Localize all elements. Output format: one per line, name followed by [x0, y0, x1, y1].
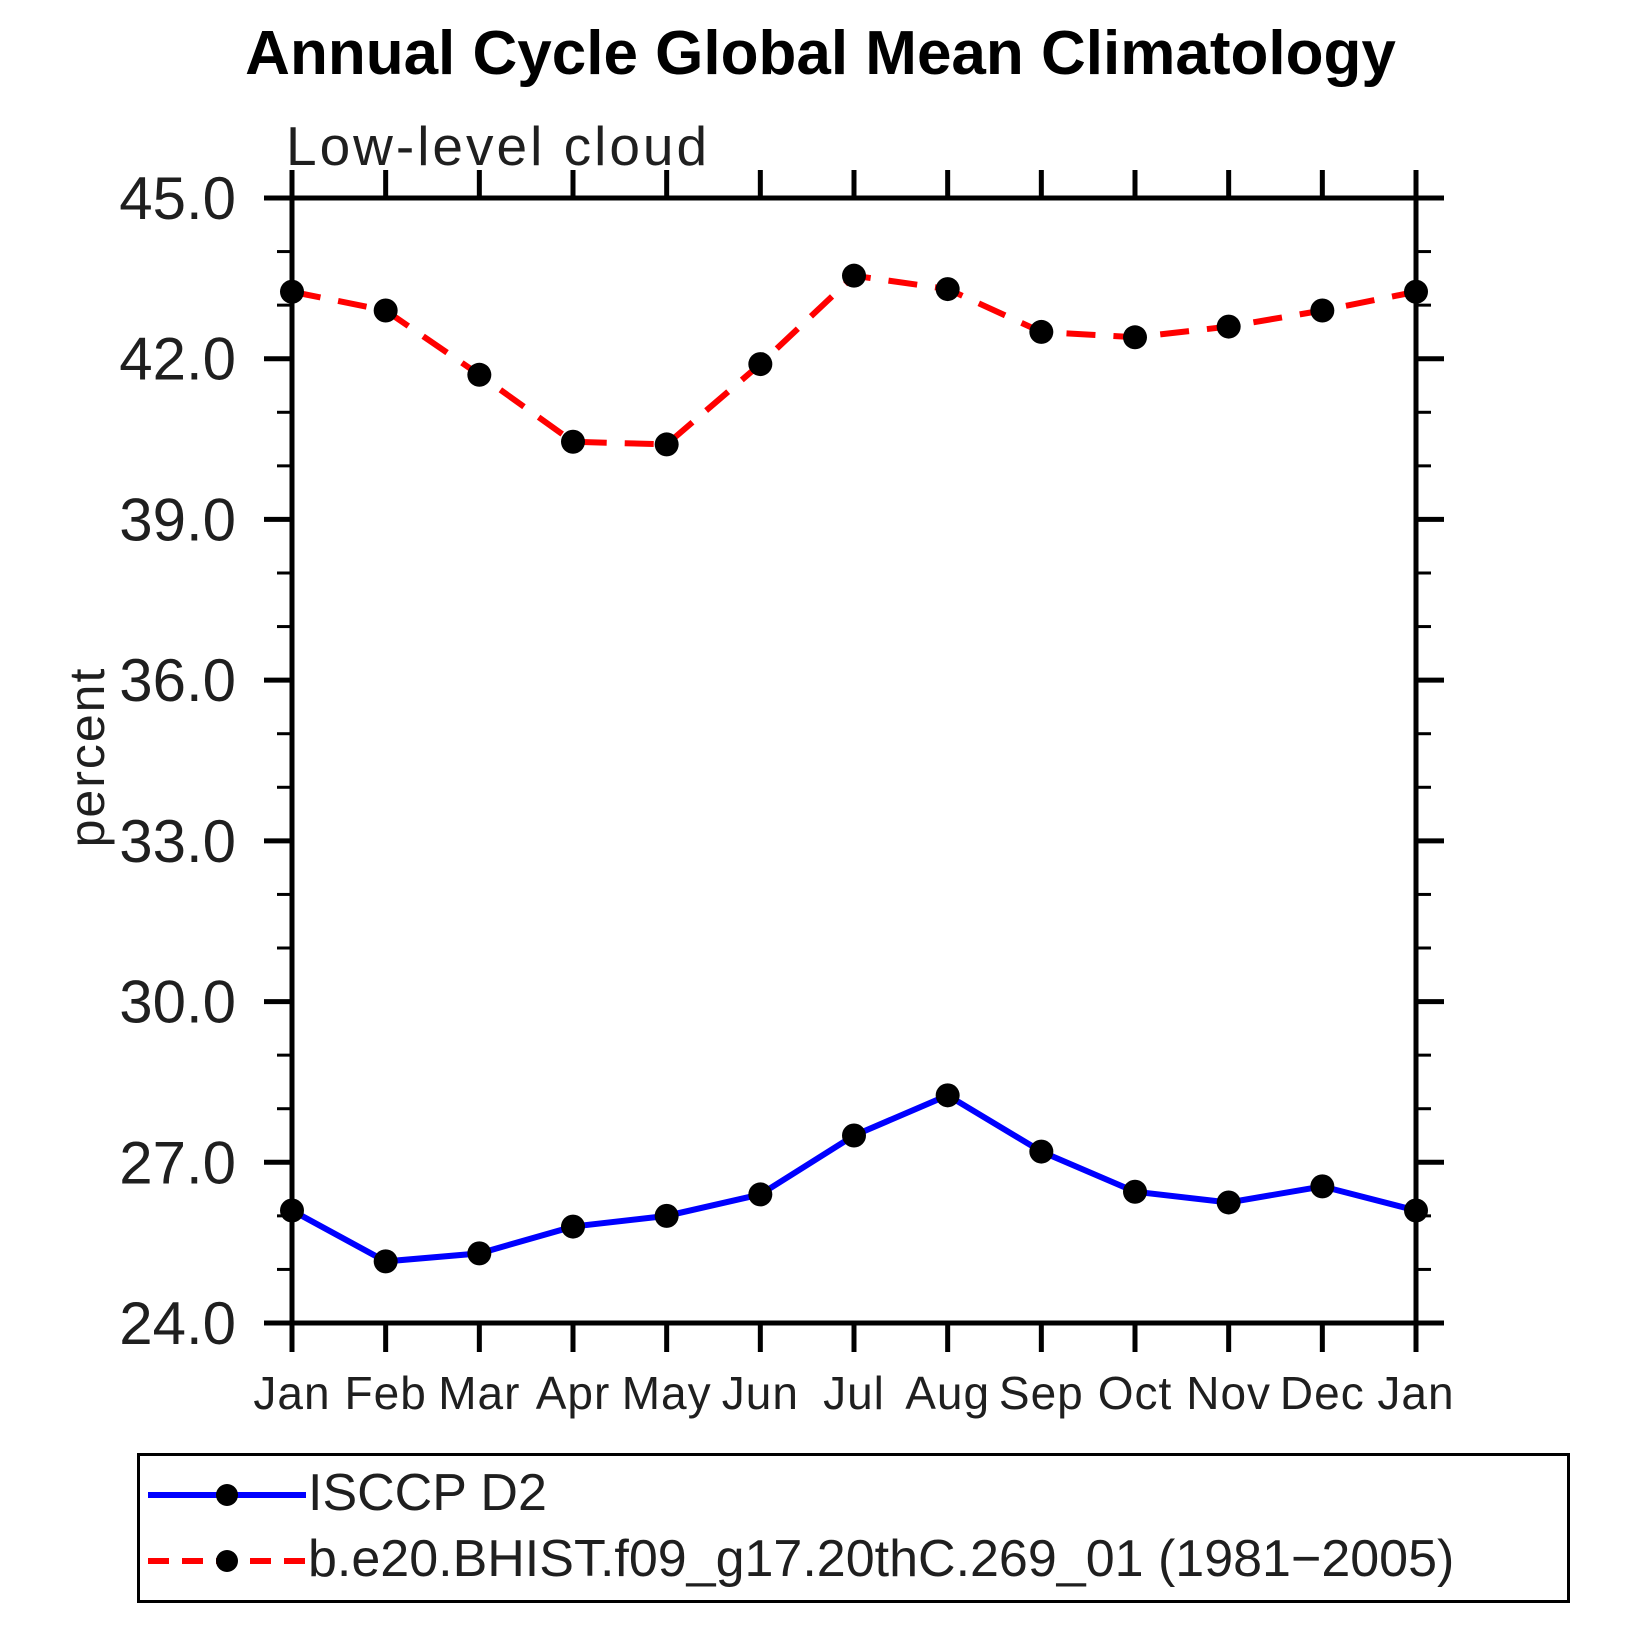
legend-line-sample-dashed	[148, 1550, 306, 1572]
y-tick-label: 33.0	[119, 808, 236, 875]
legend-marker-dot-icon	[216, 1550, 238, 1572]
y-tick-label: 42.0	[119, 326, 236, 393]
data-point-marker	[1310, 298, 1335, 323]
x-tick-label: Jul	[823, 1367, 885, 1419]
data-point-marker	[1123, 1179, 1147, 1204]
data-point-marker	[1216, 1190, 1241, 1215]
y-tick-label: 24.0	[119, 1290, 236, 1357]
series-line	[291, 272, 1417, 448]
legend-marker-dot-icon	[216, 1484, 238, 1506]
data-point-marker	[1029, 1139, 1054, 1164]
data-point-marker	[654, 432, 679, 457]
x-tick-label: Sep	[999, 1367, 1084, 1419]
legend-item-isccp-d2: ISCCP D2	[146, 1464, 1567, 1522]
x-tick-labels: Jan Feb Mar Apr May Jun Jul Aug Sep Oct Nov Dec Jan	[253, 1367, 1454, 1419]
data-point-marker	[842, 263, 866, 288]
series-isccp-d2	[280, 1083, 1428, 1274]
legend-item-model: b.e20.BHIST.f09_g17.20thC.269_01 (1981−2…	[146, 1530, 1567, 1588]
x-tick-label: Nov	[1186, 1367, 1271, 1419]
y-tick-label: 30.0	[119, 969, 236, 1036]
data-point-marker	[842, 1123, 866, 1148]
data-point-marker	[1404, 279, 1428, 304]
data-point-marker	[654, 1203, 679, 1228]
y-tick-labels: 45.0 42.0 39.0 36.0 33.0 30.0 27.0 24.0	[119, 165, 236, 1357]
x-tick-label: Jan	[253, 1367, 330, 1419]
data-point-marker	[1404, 1198, 1428, 1223]
data-point-marker	[373, 1249, 398, 1274]
data-point-marker	[1029, 319, 1054, 344]
data-point-marker	[280, 279, 304, 304]
x-tick-label: Apr	[536, 1367, 611, 1419]
data-point-marker	[561, 1214, 585, 1239]
data-point-marker	[280, 1198, 304, 1223]
data-point-marker	[561, 429, 585, 454]
y-tick-label: 36.0	[119, 647, 236, 714]
data-point-marker	[1123, 325, 1147, 350]
data-point-marker	[1216, 314, 1241, 339]
legend: ISCCP D2 b.e20.BHIST.f09_g17.20thC.269_0…	[137, 1453, 1570, 1603]
y-tick-label: 39.0	[119, 486, 236, 553]
chart-title: Annual Cycle Global Mean Climatology	[245, 19, 1396, 88]
data-point-marker	[748, 352, 773, 377]
x-tick-label: May	[622, 1367, 712, 1419]
data-point-marker	[373, 298, 398, 323]
y-tick-label: 27.0	[119, 1129, 236, 1196]
data-point-marker	[748, 1182, 773, 1207]
data-point-marker	[1310, 1174, 1335, 1199]
data-point-marker	[467, 1241, 492, 1266]
legend-line-sample-solid	[148, 1484, 306, 1506]
data-point-marker	[467, 362, 492, 387]
chart-subtitle: Low-level cloud	[286, 115, 711, 177]
x-tick-label: Jan	[1377, 1367, 1454, 1419]
legend-label-model: b.e20.BHIST.f09_g17.20thC.269_01 (1981−2…	[308, 1530, 1455, 1588]
x-tick-label: Jun	[722, 1367, 799, 1419]
data-point-marker	[935, 1083, 960, 1108]
y-tick-label: 45.0	[119, 165, 236, 232]
series-line	[290, 1091, 1417, 1265]
series-model	[280, 263, 1428, 457]
x-tick-label: Dec	[1280, 1367, 1365, 1419]
x-tick-label: Aug	[905, 1367, 990, 1419]
x-tick-label: Oct	[1098, 1367, 1173, 1419]
x-tick-label: Mar	[438, 1367, 520, 1419]
legend-label-isccp-d2: ISCCP D2	[308, 1464, 547, 1522]
plot-frame	[289, 195, 1419, 1326]
x-tick-label: Feb	[345, 1367, 427, 1419]
data-point-marker	[935, 277, 960, 302]
